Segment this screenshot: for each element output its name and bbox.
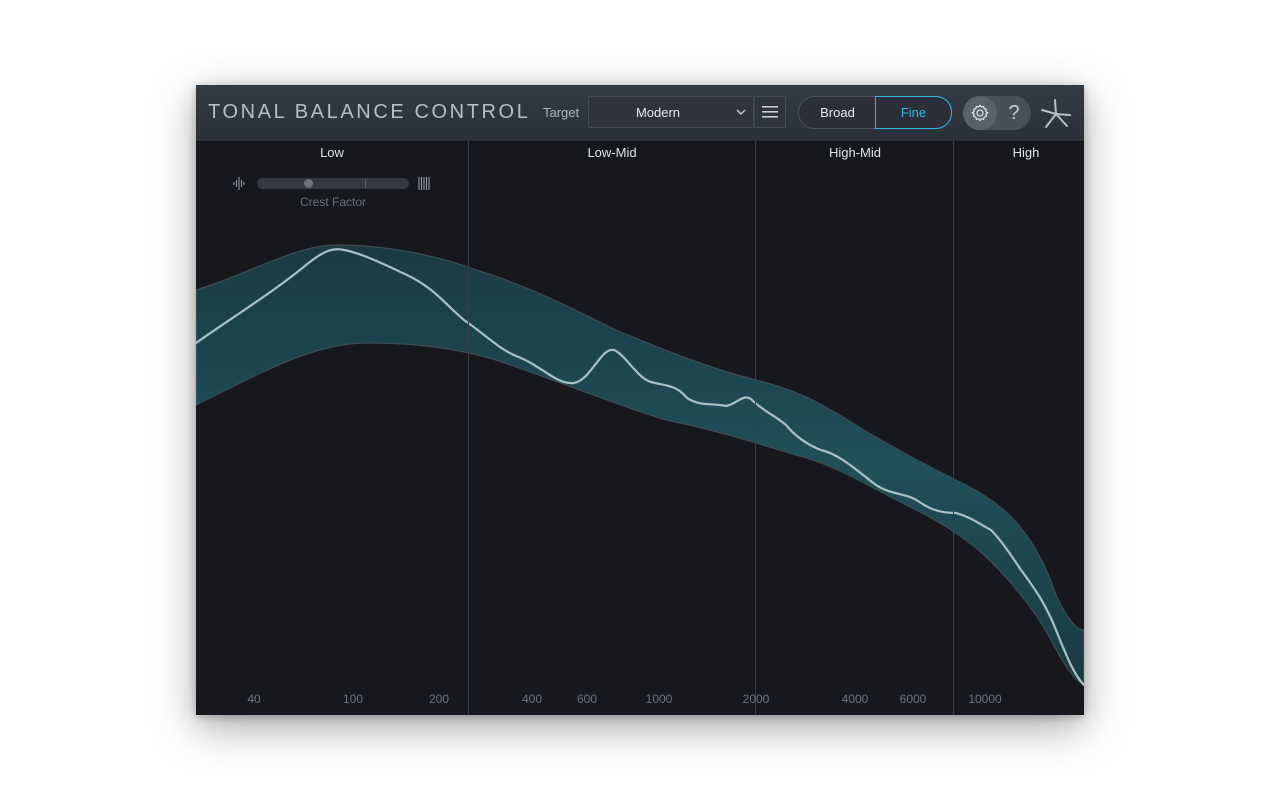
freq-tick-label: 40	[247, 692, 261, 706]
band-divider	[755, 141, 756, 715]
broad-button[interactable]: Broad	[820, 105, 855, 120]
band-label-high-mid: High-Mid	[828, 145, 882, 160]
settings-button[interactable]	[963, 96, 997, 130]
freq-tick-label: 400	[521, 692, 543, 706]
fine-button[interactable]: Fine	[875, 96, 952, 129]
band-divider	[953, 141, 954, 715]
freq-tick-label: 10000	[968, 692, 1002, 706]
freq-tick-label: 600	[576, 692, 598, 706]
view-toggle: Broad Fine	[798, 96, 952, 129]
freq-tick-label: 200	[428, 692, 450, 706]
band-label-high: High	[1012, 145, 1040, 160]
freq-tick-label: 1000	[645, 692, 673, 706]
freq-tick-label: 6000	[899, 692, 927, 706]
target-value: Modern	[635, 105, 681, 120]
crest-factor-label: Crest Factor	[299, 195, 366, 209]
help-button[interactable]: ?	[1008, 102, 1020, 124]
freq-tick-label: 100	[342, 692, 364, 706]
chevron-down-icon	[736, 109, 746, 115]
crest-factor-handle[interactable]	[304, 179, 314, 188]
band-divider	[468, 141, 469, 715]
transient-waveform-icon	[233, 177, 245, 190]
crest-factor-target-tick	[365, 179, 366, 188]
spectrum-curve	[196, 248, 1084, 687]
band-label-low-mid: Low-Mid	[587, 145, 637, 160]
header-bar: TONAL BALANCE CONTROL Target Modern Broa…	[196, 85, 1084, 142]
hamburger-icon	[762, 106, 778, 118]
tonal-balance-window: TONAL BALANCE CONTROL Target Modern Broa…	[196, 85, 1084, 715]
target-range-band	[196, 244, 1084, 686]
dense-waveform-icon	[418, 177, 430, 190]
target-menu-button[interactable]	[754, 96, 786, 128]
izotope-logo-icon	[1041, 99, 1071, 128]
crest-factor-slider[interactable]	[257, 178, 409, 189]
freq-tick-label: 2000	[742, 692, 770, 706]
target-dropdown[interactable]: Modern	[588, 96, 754, 128]
band-label-low: Low	[320, 145, 344, 160]
crest-factor-control: Crest Factor	[233, 177, 433, 209]
target-label: Target	[543, 105, 580, 120]
gear-icon	[971, 104, 989, 122]
app-title: TONAL BALANCE CONTROL	[208, 101, 531, 123]
tonal-balance-graph	[196, 244, 1084, 687]
utility-buttons: ?	[963, 96, 1031, 130]
freq-tick-label: 4000	[841, 692, 869, 706]
